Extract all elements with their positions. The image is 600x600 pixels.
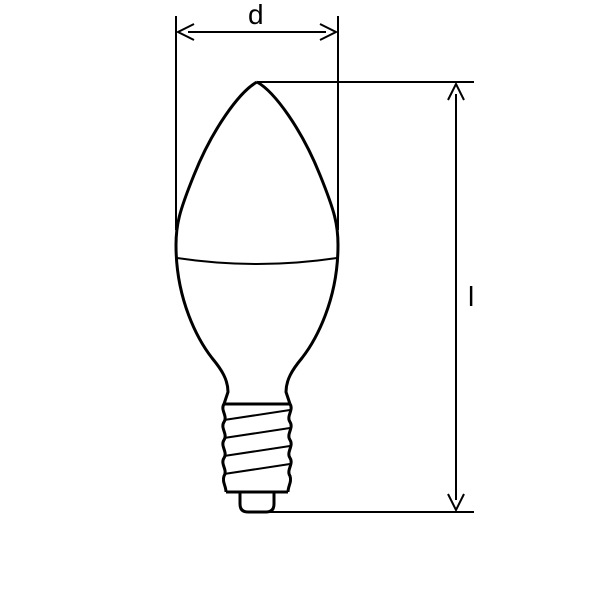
bulb-outline-left (176, 82, 257, 404)
thread-3 (224, 446, 290, 456)
thread-1 (224, 410, 290, 420)
label-height: l (468, 281, 474, 312)
thread-4 (224, 464, 290, 474)
thread-2 (224, 428, 290, 438)
label-width: d (248, 0, 264, 30)
bulb-outline-right (257, 82, 338, 404)
bulb-seam (177, 258, 337, 264)
bulb-dimension-drawing: d l (0, 0, 600, 600)
base-left-thread (223, 404, 226, 492)
bulb-body (176, 82, 338, 404)
base-right-thread (288, 404, 291, 492)
screw-base (223, 404, 291, 512)
contact-pin (240, 492, 274, 512)
dimension-width: d (176, 0, 338, 230)
